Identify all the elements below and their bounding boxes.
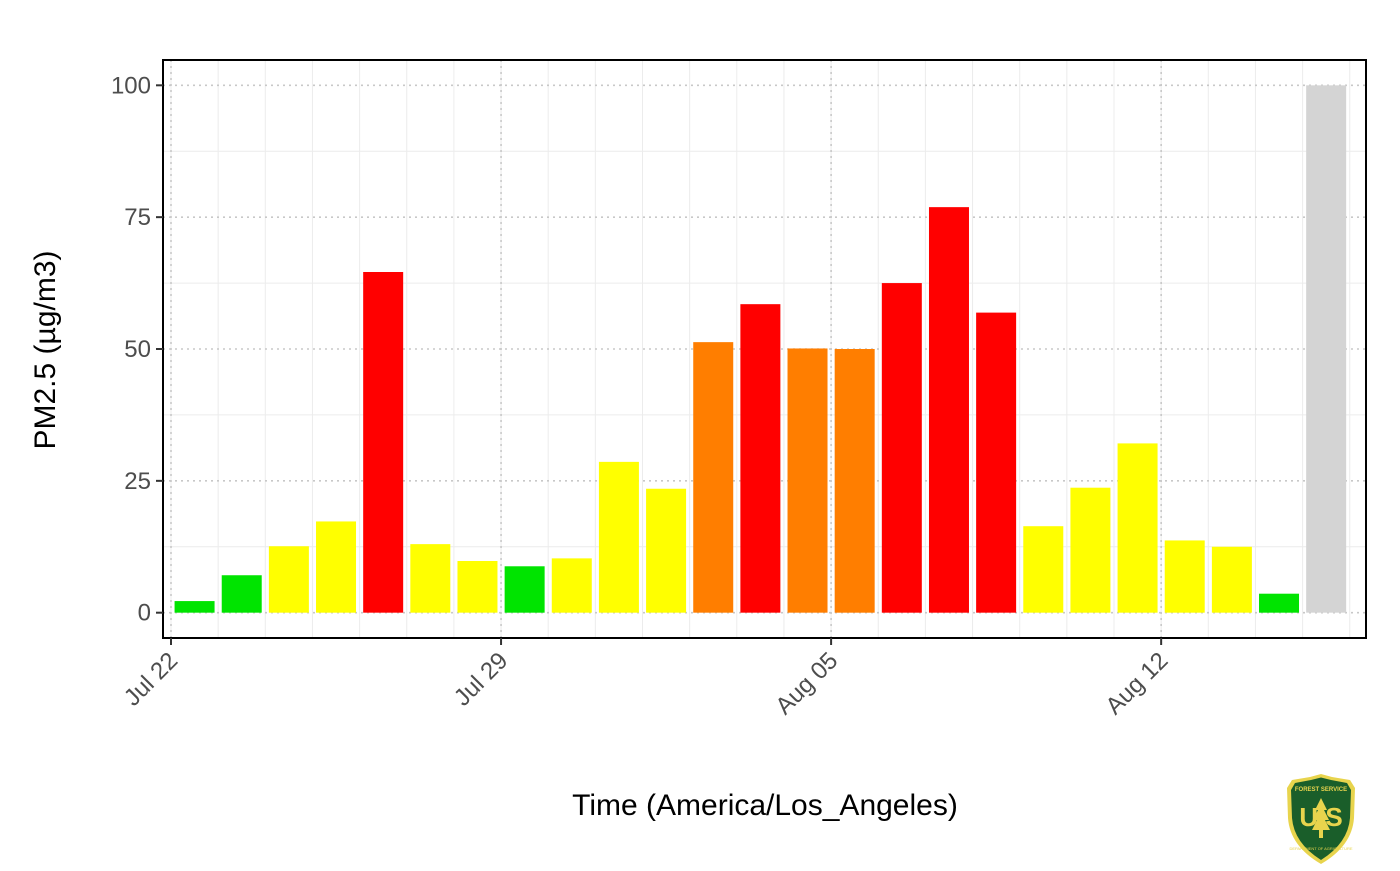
- logo-top-text: FOREST SERVICE: [1295, 787, 1347, 793]
- bar-2023-07-27: [410, 544, 451, 613]
- logo-bottom-text: DEPARTMENT OF AGRICULTURE: [1289, 846, 1352, 851]
- bar-2023-07-23: [221, 575, 262, 613]
- x-tick-label: Jul 22: [119, 647, 183, 711]
- bar-2023-07-25: [316, 521, 357, 613]
- bar-2023-07-31: [598, 461, 639, 613]
- y-tick-label: 25: [124, 468, 151, 495]
- bar-2023-07-28: [457, 561, 498, 613]
- bar-2023-08-07: [928, 207, 969, 613]
- forest-service-logo: FOREST SERVICE U S DEPARTMENT OF AGRICUL…: [1287, 774, 1355, 864]
- bar-2023-08-11: [1117, 443, 1158, 613]
- x-tick-label: Aug 12: [1101, 647, 1174, 720]
- bar-2023-08-01: [646, 488, 687, 613]
- bar-layer: [174, 85, 1347, 613]
- bar-2023-08-14: [1259, 593, 1300, 613]
- bar-2023-07-24: [268, 546, 309, 613]
- bar-2023-08-12: [1164, 540, 1205, 613]
- y-tick-label: 75: [124, 204, 151, 231]
- bar-2023-08-08: [976, 312, 1017, 613]
- bar-2023-08-04: [787, 348, 828, 613]
- y-axis-title: PM2.5 (µg/m3): [29, 251, 62, 450]
- bar-2023-07-22: [174, 601, 215, 613]
- bar-2023-08-03: [740, 304, 781, 613]
- y-tick-label: 0: [138, 600, 151, 627]
- bar-2023-07-29: [504, 566, 545, 613]
- x-tick-label: Aug 05: [770, 647, 843, 720]
- bar-2023-07-26: [363, 272, 404, 613]
- bar-2023-08-09: [1023, 526, 1064, 613]
- bar-2023-08-02: [693, 342, 734, 613]
- x-tick-label: Jul 29: [449, 647, 513, 711]
- tree-icon: [1312, 798, 1330, 838]
- y-tick-label: 50: [124, 336, 151, 363]
- bar-2023-08-10: [1070, 487, 1111, 613]
- y-tick-label: 100: [111, 72, 151, 99]
- bar-2023-08-13: [1211, 546, 1252, 613]
- bar-2023-08-15: [1306, 85, 1347, 613]
- bar-2023-07-30: [551, 558, 592, 613]
- x-axis-title: Time (America/Los_Angeles): [572, 789, 958, 822]
- bar-2023-08-05: [834, 349, 875, 613]
- bar-2023-08-06: [881, 283, 922, 613]
